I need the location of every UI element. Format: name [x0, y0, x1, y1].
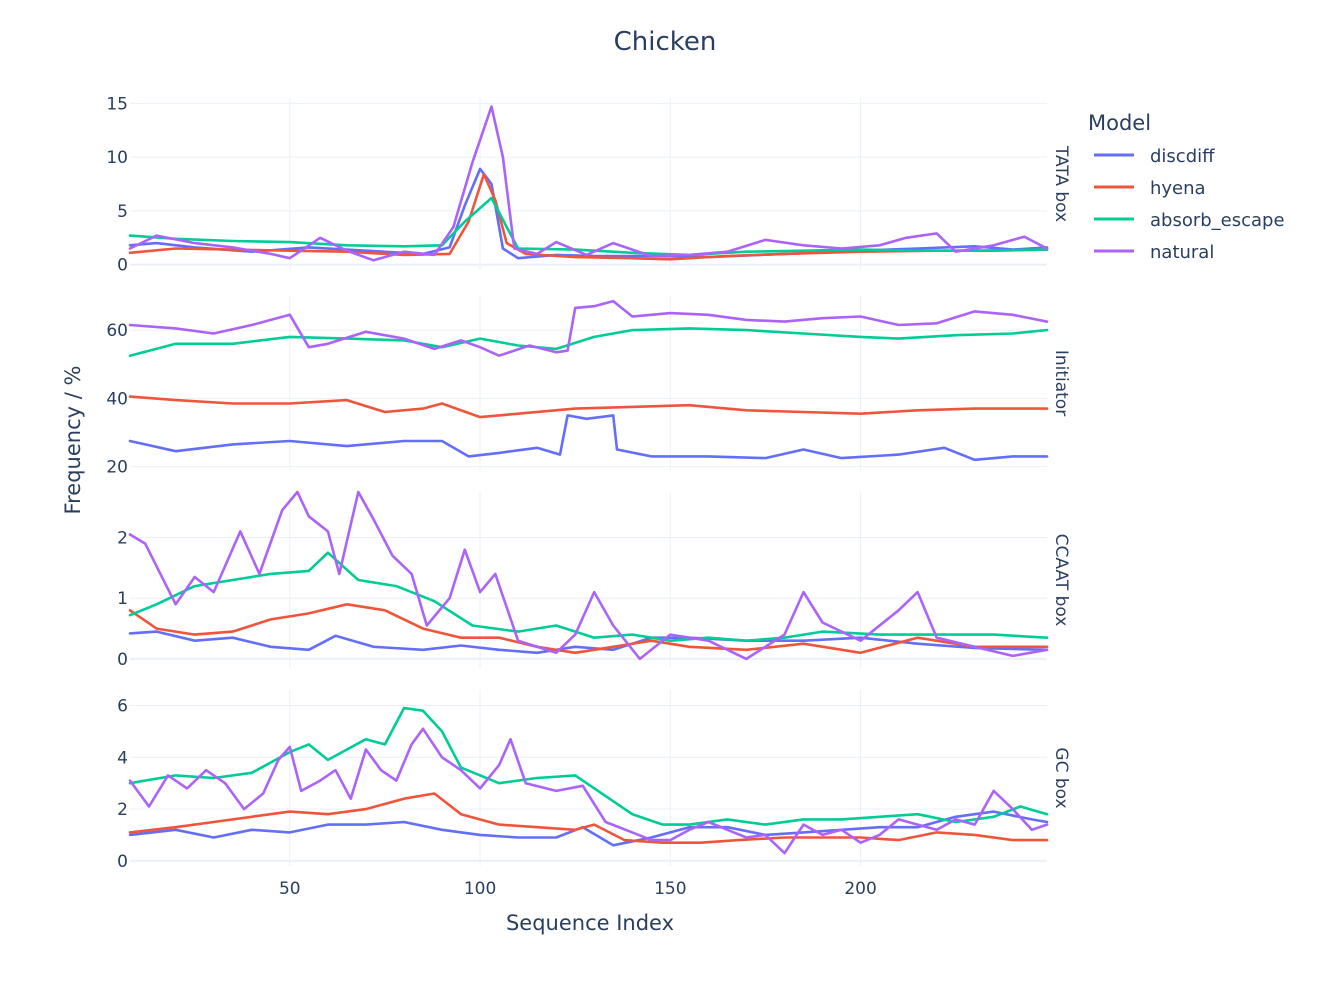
- x-axis-title: Sequence Index: [506, 911, 674, 935]
- legend-item-natural[interactable]: natural: [1094, 242, 1214, 263]
- panel-tata-box: 0 5 10 15 TATA box: [106, 94, 1071, 275]
- panel-gc-box: 0 2 4 6 GC box: [117, 690, 1071, 872]
- series-line-hyena-gc-box: [128, 792, 1049, 844]
- series-line-absorb-escape-initiator: [128, 327, 1049, 357]
- x-tick-label: 200: [844, 879, 876, 899]
- series-line-hyena-tata-box: [128, 173, 1049, 261]
- y-tick-label: 4: [117, 748, 128, 768]
- legend-item-discdiff[interactable]: discdiff: [1094, 146, 1215, 167]
- y-tick-label: 60: [106, 321, 128, 341]
- y-tick-label: 1: [117, 589, 128, 609]
- y-axis-title: Frequency / %: [61, 366, 85, 515]
- legend-label: natural: [1150, 242, 1214, 263]
- y-tick-label: 2: [117, 800, 128, 820]
- series-line-discdiff-initiator: [128, 414, 1049, 462]
- legend-label: hyena: [1150, 178, 1206, 199]
- series-line-discdiff-gc-box: [128, 810, 1049, 847]
- y-tick-label: 6: [117, 697, 128, 717]
- x-tick-label: 150: [654, 879, 686, 899]
- series-line-natural-gc-box: [128, 727, 1049, 855]
- series-line-absorb-escape-ccaat-box: [128, 551, 1049, 642]
- y-tick-label: 20: [106, 458, 128, 478]
- y-tick-label: 5: [117, 202, 128, 222]
- panel-initiator: 20 40 60 Initiator: [106, 296, 1071, 478]
- legend-item-absorb-escape[interactable]: absorb_escape: [1094, 210, 1285, 231]
- series-line-hyena-initiator: [128, 395, 1049, 419]
- y-tick-label: 15: [106, 94, 128, 114]
- y-tick-label: 0: [117, 256, 128, 276]
- legend-label: discdiff: [1150, 146, 1215, 167]
- x-tick-label: 50: [279, 879, 301, 899]
- series-line-absorb-escape-gc-box: [128, 706, 1049, 826]
- y-tick-label: 0: [117, 650, 128, 670]
- series-line-natural-initiator: [128, 299, 1049, 357]
- legend-label: absorb_escape: [1150, 210, 1285, 231]
- series-line-natural-ccaat-box: [128, 490, 1049, 661]
- series-line-natural-tata-box: [128, 105, 1049, 262]
- y-tick-label: 10: [106, 148, 128, 168]
- series-line-discdiff-ccaat-box: [128, 630, 1049, 655]
- y-tick-label: 0: [117, 852, 128, 872]
- legend-item-hyena[interactable]: hyena: [1094, 178, 1206, 199]
- legend-title: Model: [1088, 111, 1151, 135]
- facet-label-initiator: Initiator: [1051, 350, 1071, 416]
- facet-label-ccaat-box: CCAAT box: [1051, 534, 1071, 627]
- facet-label-tata-box: TATA box: [1051, 145, 1071, 222]
- x-tick-label: 100: [464, 879, 496, 899]
- chart-title: Chicken: [614, 27, 717, 57]
- series-line-hyena-ccaat-box: [128, 603, 1049, 655]
- facet-label-gc-box: GC box: [1051, 747, 1071, 808]
- y-tick-label: 2: [117, 529, 128, 549]
- y-tick-label: 40: [106, 389, 128, 409]
- panel-ccaat-box: 0 1 2 CCAAT box: [117, 490, 1071, 670]
